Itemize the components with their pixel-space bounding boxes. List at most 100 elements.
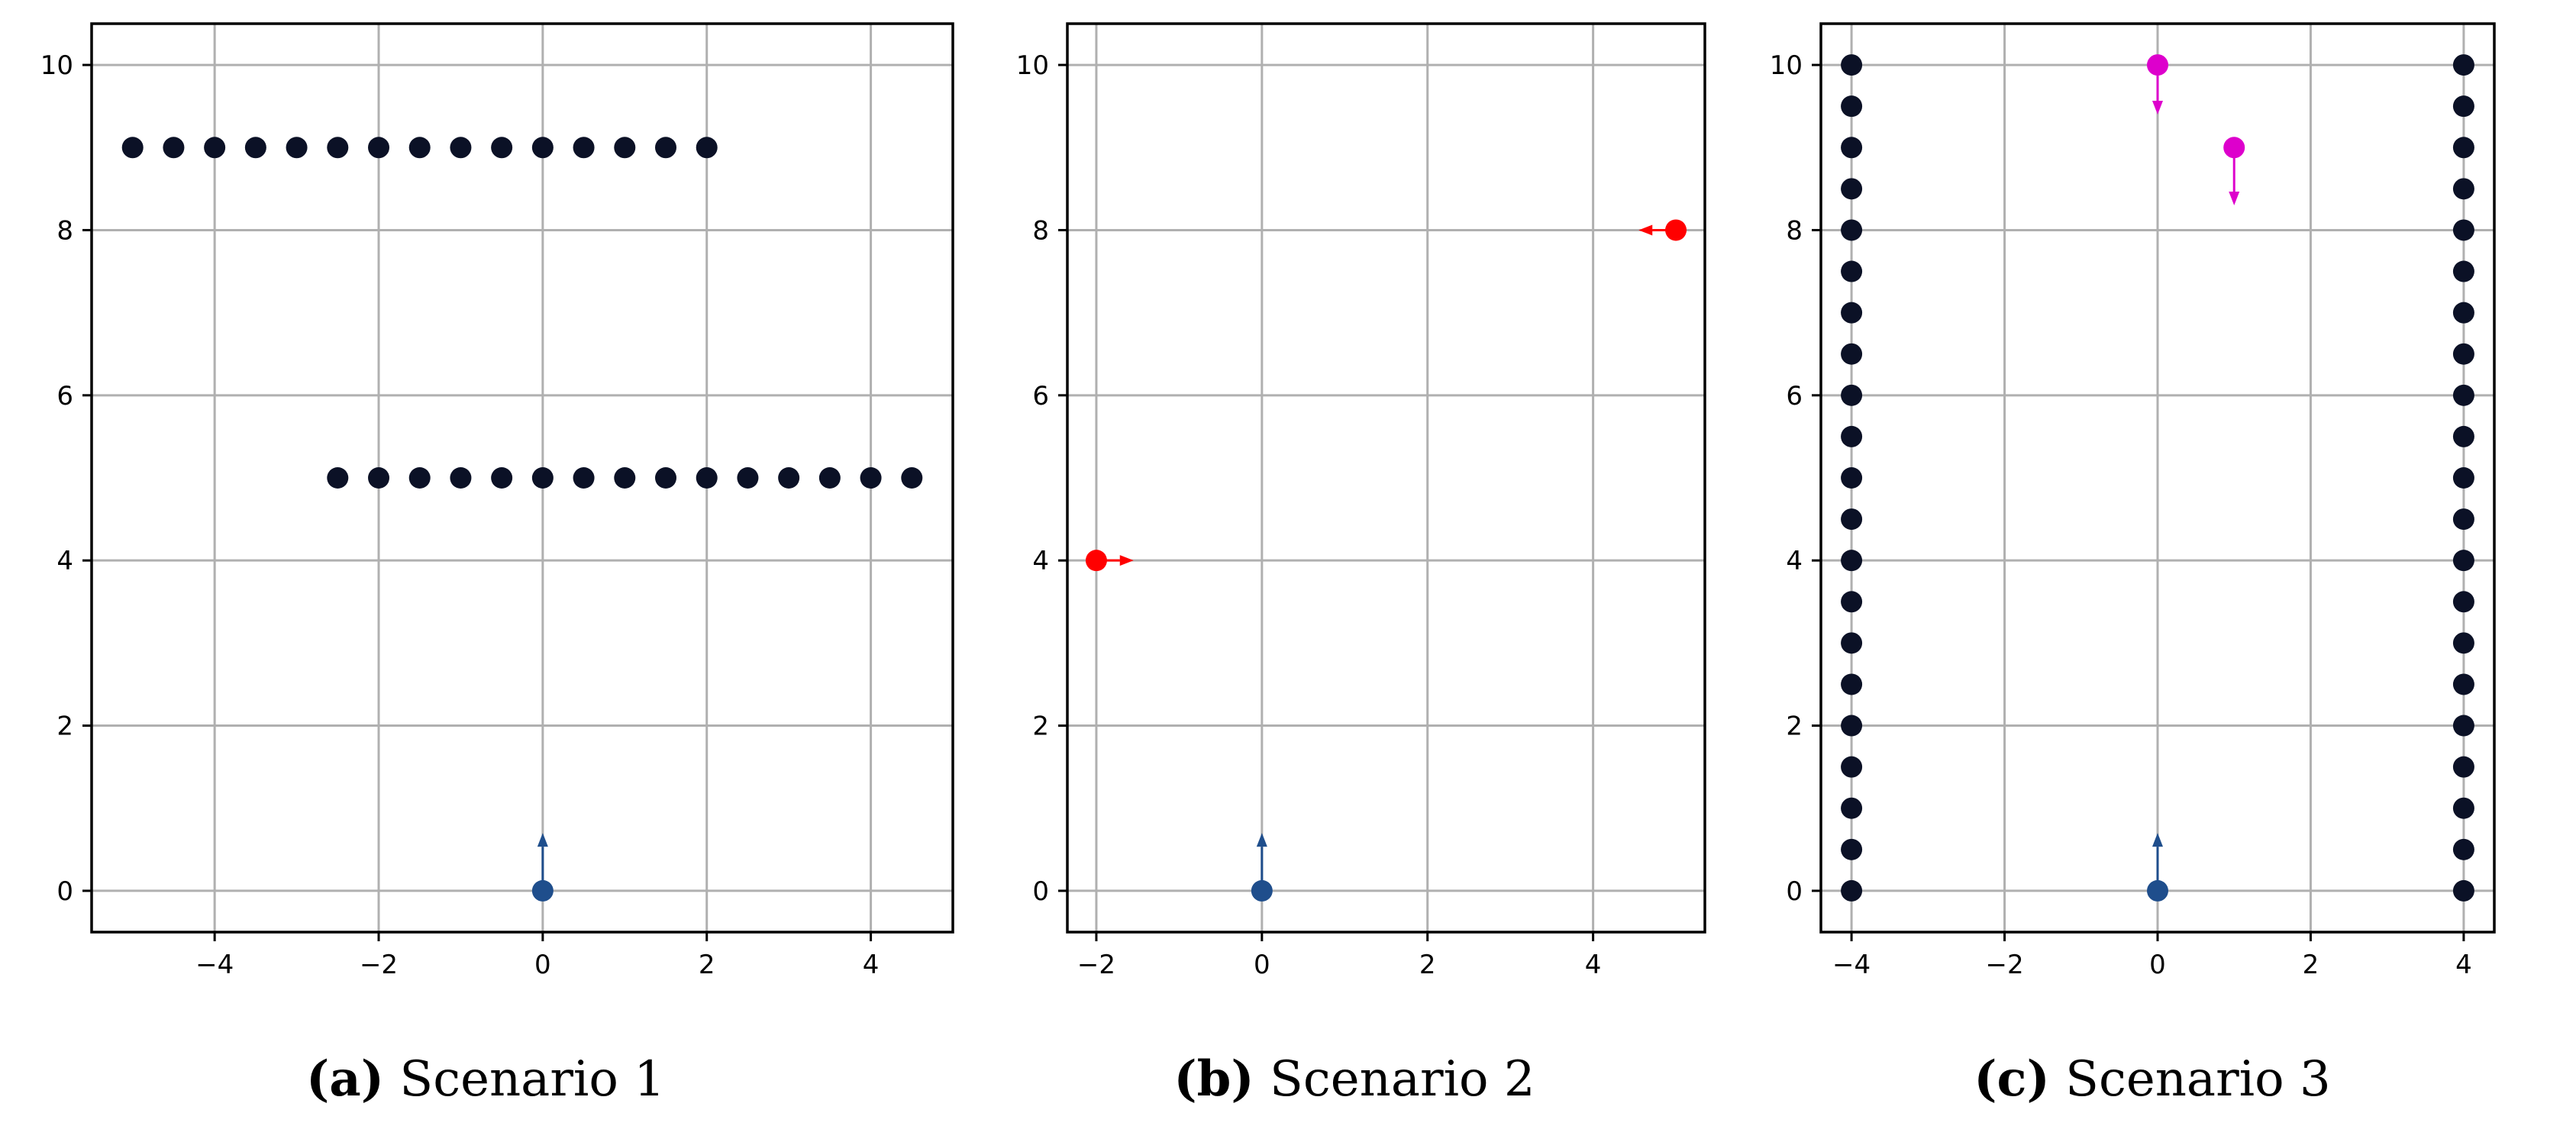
obstacles-point [327, 137, 349, 159]
walls-point [2452, 591, 2474, 613]
robot-point [1251, 879, 1273, 902]
walls-point [1841, 54, 1863, 76]
walls-point [1841, 879, 1863, 902]
obstacles-point [368, 137, 389, 159]
arrow-head [1256, 833, 1267, 847]
caption-title: Scenario 3 [2050, 1051, 2331, 1108]
obstacles-point [408, 137, 431, 159]
y-tick-label: 4 [1032, 546, 1049, 576]
obstacles-point [491, 137, 513, 159]
arrow-head [2229, 192, 2240, 205]
panel-caption: (a) Scenario 1 [306, 1050, 665, 1108]
walls-point [1841, 260, 1863, 282]
moving-obstacles-point [2147, 54, 2168, 76]
caption-title: Scenario 2 [1254, 1051, 1535, 1108]
y-tick-label: 2 [1032, 711, 1049, 742]
x-tick-label: −2 [360, 950, 398, 980]
walls-point [2452, 178, 2474, 200]
x-tick-label: 4 [863, 950, 880, 980]
axes-frame [1066, 22, 1706, 934]
walls-point [2452, 838, 2474, 860]
walls-point [1841, 178, 1863, 200]
walls-point [1841, 632, 1863, 654]
x-tick-label: 4 [2455, 950, 2472, 980]
panel-caption: (b) Scenario 2 [1173, 1050, 1535, 1108]
x-tick-label: 0 [2149, 950, 2166, 980]
axes-frame [90, 22, 954, 934]
obstacles-point [368, 467, 389, 489]
obstacles-point [696, 137, 718, 159]
obstacles-point [121, 137, 144, 159]
robot-point [531, 879, 554, 902]
moving-obstacles-point [1665, 219, 1687, 241]
y-tick-label: 0 [1032, 876, 1049, 907]
walls-point [2452, 425, 2474, 447]
walls-point [1841, 219, 1863, 241]
caption-label: (a) [306, 1050, 384, 1108]
walls-point [1841, 137, 1863, 159]
x-tick-label: 0 [534, 950, 551, 980]
y-tick-label: 0 [1786, 876, 1803, 907]
obstacles-point [573, 137, 595, 159]
x-tick-label: −4 [195, 950, 234, 980]
walls-point [2452, 95, 2474, 118]
obstacles-point [655, 137, 676, 159]
obstacles-point [163, 137, 185, 159]
obstacles-point [531, 137, 554, 159]
obstacles-point [901, 467, 923, 489]
walls-point [2452, 384, 2474, 406]
walls-point [1841, 425, 1863, 447]
obstacles-point [818, 467, 841, 489]
walls-point [2452, 219, 2474, 241]
obstacles-point [655, 467, 676, 489]
obstacles-point [491, 467, 513, 489]
walls-point [2452, 343, 2474, 365]
walls-point [2452, 879, 2474, 902]
arrow-head [1638, 224, 1653, 236]
walls-point [1841, 797, 1863, 819]
walls-point [1841, 550, 1863, 572]
obstacles-point [860, 467, 882, 489]
y-tick-label: 6 [1032, 381, 1049, 411]
walls-point [2452, 137, 2474, 159]
caption-title: Scenario 1 [384, 1051, 665, 1108]
arrow-head [537, 833, 548, 847]
y-tick-label: 4 [56, 546, 73, 576]
obstacles-point [244, 137, 266, 159]
walls-point [1841, 343, 1863, 365]
x-tick-label: 2 [2303, 950, 2319, 980]
caption-label: (b) [1173, 1050, 1254, 1108]
walls-point [1841, 673, 1863, 695]
panel-3: −4 −2 0 2 4 0 2 4 6 8 10 (c) Scenario 3 [1770, 22, 2496, 1108]
obstacles-point [408, 467, 431, 489]
y-tick-label: 10 [1770, 50, 1803, 81]
y-tick-label: 2 [56, 711, 73, 742]
walls-point [1841, 467, 1863, 489]
y-tick-label: 4 [1786, 546, 1803, 576]
obstacles-point [204, 137, 226, 159]
obstacles-point [696, 467, 718, 489]
walls-point [2452, 673, 2474, 695]
obstacles-point [614, 137, 636, 159]
obstacles-point [286, 137, 308, 159]
walls-point [1841, 591, 1863, 613]
walls-point [1841, 384, 1863, 406]
walls-point [1841, 508, 1863, 531]
obstacles-point [614, 467, 636, 489]
walls-point [2452, 54, 2474, 76]
walls-point [2452, 756, 2474, 778]
obstacles-point [450, 467, 472, 489]
obstacles-point [531, 467, 554, 489]
arrow-head [1119, 555, 1134, 566]
robot-point [2147, 879, 2168, 902]
y-tick-label: 2 [1786, 711, 1803, 742]
y-tick-label: 0 [56, 876, 73, 907]
x-tick-label: 0 [1254, 950, 1270, 980]
walls-point [2452, 302, 2474, 324]
walls-point [2452, 715, 2474, 737]
y-tick-label: 10 [40, 50, 73, 81]
y-tick-label: 6 [1786, 381, 1803, 411]
walls-point [2452, 797, 2474, 819]
walls-point [2452, 550, 2474, 572]
obstacles-point [778, 467, 800, 489]
